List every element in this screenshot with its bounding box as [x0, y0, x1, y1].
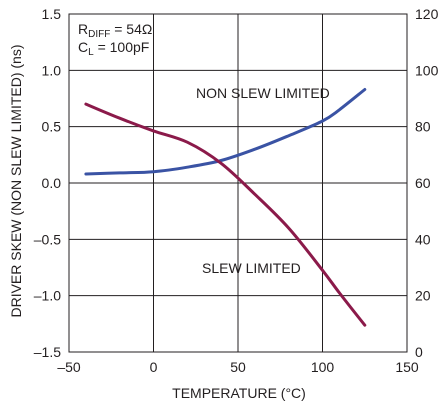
y2-tick-label: 0 [415, 344, 423, 360]
series-label-slew-limited: SLEW LIMITED [202, 260, 301, 276]
y-axis-title: DRIVER SKEW (NON SLEW LIMITED) (ns) [8, 44, 24, 317]
series-label-non-slew-limited: NON SLEW LIMITED [196, 85, 330, 101]
grid-lines [69, 14, 407, 352]
y-tick-label: 0.0 [42, 175, 62, 191]
y2-tick-label: 100 [415, 62, 439, 78]
x-tick-label: 0 [150, 359, 158, 375]
plot-frame [68, 13, 408, 353]
x-axis-title: TEMPERATURE (°C) [172, 385, 306, 401]
y-tick-label: –1.0 [34, 288, 61, 304]
x-tick-labels: –50 0 50 100 150 [57, 359, 419, 375]
y2-tick-label: 20 [415, 288, 431, 304]
right-tick-labels: 120 100 80 60 40 20 0 [415, 6, 439, 360]
series-line-slew-limited [84, 102, 367, 327]
x-tick-label: 50 [230, 359, 246, 375]
y-tick-label: 1.5 [42, 6, 62, 22]
y-tick-label: –1.5 [34, 344, 61, 360]
series-line-non-slew-limited [84, 88, 367, 176]
x-tick-label: –50 [57, 359, 81, 375]
left-tick-labels: 1.5 1.0 0.5 0.0 –0.5 –1.0 –1.5 [34, 6, 61, 360]
condition-rdiff: RDIFF = 54Ω [78, 21, 152, 40]
y-tick-label: –0.5 [34, 231, 61, 247]
x-tick-label: 100 [311, 359, 335, 375]
x-tick-label: 150 [395, 359, 419, 375]
y-tick-label: 1.0 [42, 62, 62, 78]
y-tick-label: 0.5 [42, 119, 62, 135]
y2-tick-label: 40 [415, 231, 431, 247]
y2-tick-label: 80 [415, 119, 431, 135]
y2-tick-label: 60 [415, 175, 431, 191]
y2-tick-label: 120 [415, 6, 439, 22]
condition-cl: CL = 100pF [78, 39, 149, 58]
series-lines [84, 88, 367, 327]
